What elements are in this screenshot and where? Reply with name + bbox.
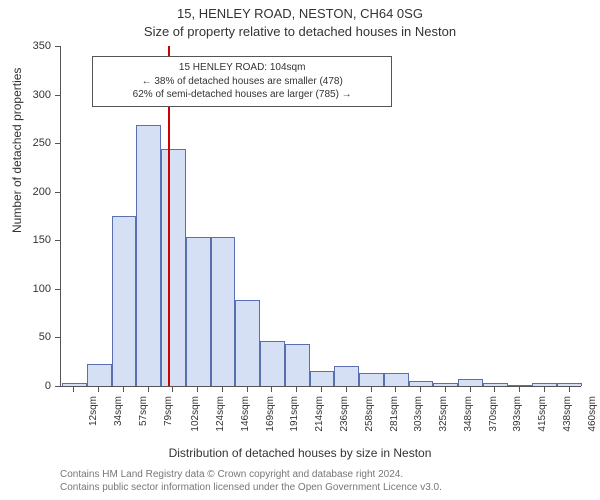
y-tick [55, 192, 61, 193]
y-tick [55, 289, 61, 290]
x-tick [321, 386, 322, 392]
histogram-bar [285, 344, 310, 386]
attribution-text: Contains HM Land Registry data © Crown c… [60, 468, 442, 494]
x-tick-label: 79sqm [163, 396, 174, 426]
attribution-line-1: Contains HM Land Registry data © Crown c… [60, 468, 442, 481]
plot-area: 05010015020025030035012sqm34sqm57sqm79sq… [60, 46, 581, 387]
histogram-bar [458, 379, 483, 386]
chart-title: 15, HENLEY ROAD, NESTON, CH64 0SG [0, 6, 600, 21]
histogram-bar [260, 341, 285, 386]
x-tick [371, 386, 372, 392]
x-tick-label: 34sqm [113, 396, 124, 426]
x-tick [197, 386, 198, 392]
x-tick-label: 146sqm [240, 396, 251, 432]
y-tick-label: 200 [33, 186, 51, 198]
x-tick [148, 386, 149, 392]
y-tick-label: 150 [33, 234, 51, 246]
x-tick [247, 386, 248, 392]
histogram-bar [136, 125, 161, 386]
x-tick-label: 393sqm [512, 396, 523, 432]
y-tick-label: 250 [33, 137, 51, 149]
x-tick [73, 386, 74, 392]
x-tick [123, 386, 124, 392]
x-tick [470, 386, 471, 392]
histogram-bar [186, 237, 211, 386]
x-tick-label: 102sqm [190, 396, 201, 432]
histogram-bar [334, 366, 359, 386]
x-tick-label: 415sqm [537, 396, 548, 432]
x-tick [296, 386, 297, 392]
x-tick [519, 386, 520, 392]
chart-container: { "chart": { "type": "histogram", "title… [0, 0, 600, 500]
annotation-line: 15 HENLEY ROAD: 104sqm [99, 61, 385, 75]
x-tick-label: 236sqm [339, 396, 350, 432]
histogram-bar [310, 371, 335, 386]
x-tick [544, 386, 545, 392]
x-tick-label: 281sqm [388, 396, 399, 432]
attribution-line-2: Contains public sector information licen… [60, 481, 442, 494]
x-tick-label: 303sqm [413, 396, 424, 432]
annotation-line: ← 38% of detached houses are smaller (47… [99, 75, 385, 89]
y-tick [55, 240, 61, 241]
x-tick [494, 386, 495, 392]
chart-subtitle: Size of property relative to detached ho… [0, 24, 600, 39]
y-tick-label: 0 [45, 380, 51, 392]
y-tick [55, 46, 61, 47]
x-tick-label: 124sqm [215, 396, 226, 432]
y-tick [55, 95, 61, 96]
x-axis-label: Distribution of detached houses by size … [0, 446, 600, 460]
x-tick-label: 438sqm [562, 396, 573, 432]
x-tick [172, 386, 173, 392]
x-tick [271, 386, 272, 392]
annotation-box: 15 HENLEY ROAD: 104sqm← 38% of detached … [92, 56, 392, 107]
histogram-bar [161, 149, 186, 386]
y-tick [55, 143, 61, 144]
y-axis-label: Number of detached properties [10, 68, 24, 233]
x-tick [346, 386, 347, 392]
x-tick-label: 460sqm [586, 396, 597, 432]
x-tick [445, 386, 446, 392]
x-tick [222, 386, 223, 392]
x-tick [98, 386, 99, 392]
y-tick-label: 300 [33, 89, 51, 101]
x-tick-label: 12sqm [88, 396, 99, 426]
x-tick-label: 258sqm [364, 396, 375, 432]
x-tick [420, 386, 421, 392]
x-tick-label: 169sqm [264, 396, 275, 432]
annotation-line: 62% of semi-detached houses are larger (… [99, 88, 385, 102]
histogram-bar [235, 300, 260, 386]
x-tick [569, 386, 570, 392]
y-tick-label: 100 [33, 283, 51, 295]
y-tick-label: 350 [33, 40, 51, 52]
y-tick-label: 50 [39, 331, 51, 343]
histogram-bar [211, 237, 236, 386]
histogram-bar [384, 373, 409, 386]
x-tick-label: 57sqm [138, 396, 149, 426]
x-tick-label: 325sqm [438, 396, 449, 432]
x-tick-label: 370sqm [487, 396, 498, 432]
y-tick [55, 386, 61, 387]
x-tick-label: 214sqm [314, 396, 325, 432]
x-tick [395, 386, 396, 392]
histogram-bar [359, 373, 384, 386]
histogram-bar [112, 216, 137, 386]
y-tick [55, 337, 61, 338]
histogram-bar [87, 364, 112, 386]
x-tick-label: 191sqm [289, 396, 300, 432]
x-tick-label: 348sqm [463, 396, 474, 432]
